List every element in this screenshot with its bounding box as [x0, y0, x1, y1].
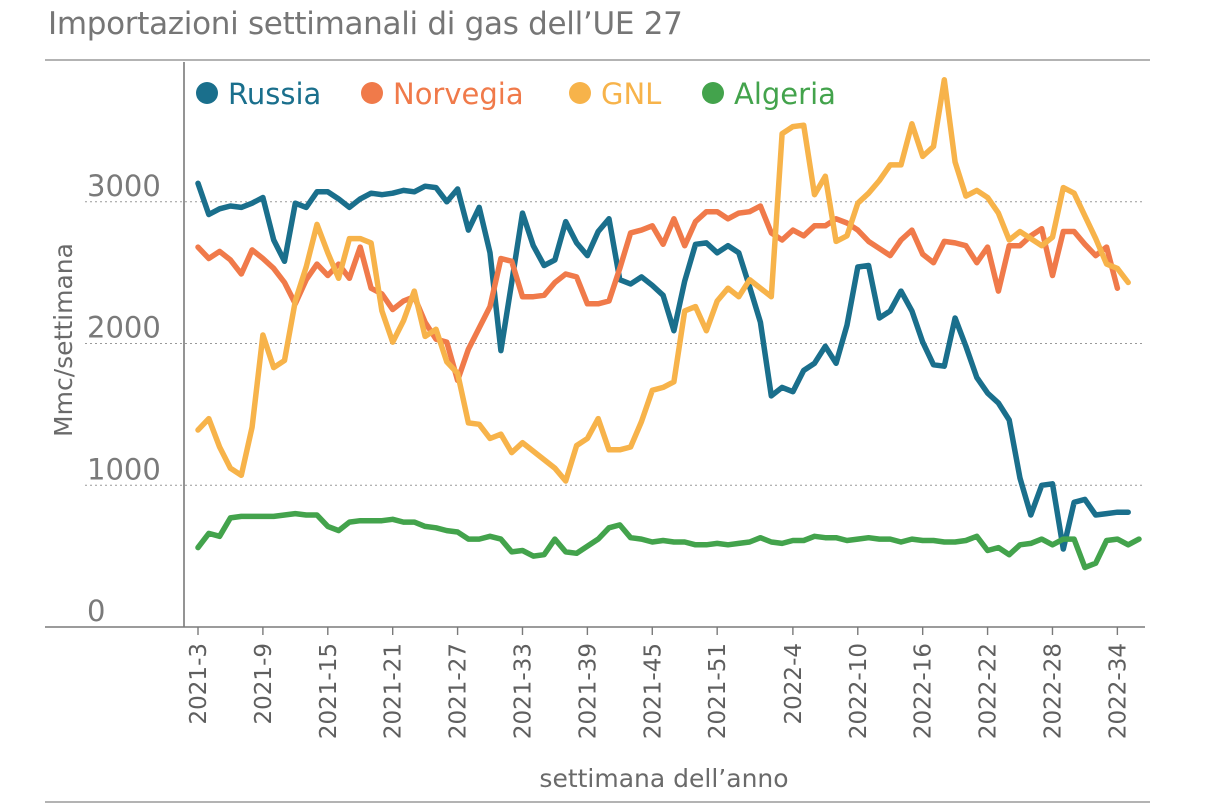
x-tick-label: 2021-3: [186, 643, 212, 724]
x-tick-label: 2022-22: [976, 643, 1002, 739]
x-tick-label: 2021-39: [575, 643, 601, 739]
x-axis-title: settimana dell’anno: [539, 764, 788, 793]
y-tick-labels: 0 1000 2000 3000: [87, 169, 161, 628]
legend-label-russia: Russia: [228, 77, 321, 111]
x-tick-label: 2022-34: [1105, 643, 1131, 739]
legend-label-gnl: GNL: [601, 77, 661, 111]
x-tick-label: 2021-9: [251, 643, 277, 724]
legend-marker-norvegia: [361, 82, 383, 104]
x-tick-label: 2021-15: [316, 643, 342, 739]
y-tick-label: 1000: [87, 452, 161, 486]
x-tick-label: 2022-4: [781, 643, 807, 724]
legend-marker-russia: [196, 82, 218, 104]
x-tick-label: 2021-27: [446, 643, 472, 739]
y-tick-label: 0: [87, 594, 105, 628]
legend-marker-gnl: [569, 82, 591, 104]
x-tick-label: 2021-45: [640, 643, 666, 739]
x-tick-label: 2021-51: [705, 643, 731, 739]
x-tick-label: 2021-21: [381, 643, 407, 739]
series-line-gnl: [195, 77, 1131, 484]
series-line-russia: [195, 180, 1131, 552]
series-line-algeria: [195, 510, 1142, 571]
legend-marker-algeria: [702, 82, 724, 104]
x-tick-label: 2021-33: [510, 643, 536, 739]
legend: Russia Norvegia GNL Algeria: [196, 77, 836, 111]
x-tick-label: 2022-16: [911, 643, 937, 739]
series-line-norvegia: [195, 203, 1121, 384]
y-tick-label: 2000: [87, 311, 161, 345]
x-tick-labels: 2021-3 2021-9 2021-15 2021-21 2021-27 2021-33…: [186, 627, 1131, 739]
series-lines: [195, 77, 1142, 571]
top-rule: [45, 59, 1150, 61]
y-tick-label: 3000: [87, 169, 161, 203]
chart-title: Importazioni settimanali di gas dell’UE …: [48, 6, 683, 42]
legend-label-norvegia: Norvegia: [393, 77, 524, 111]
x-tick-label: 2022-10: [846, 643, 872, 739]
bottom-rule: [45, 801, 1150, 803]
x-tick-label: 2022-28: [1040, 643, 1066, 739]
legend-label-algeria: Algeria: [734, 77, 836, 111]
y-axis-title: Mmc/settimana: [49, 243, 78, 437]
